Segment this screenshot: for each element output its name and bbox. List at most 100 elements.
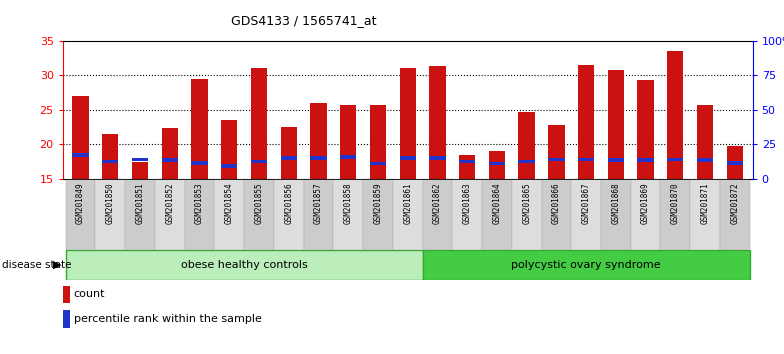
Text: obese healthy controls: obese healthy controls — [181, 259, 307, 270]
Text: GSM201866: GSM201866 — [552, 182, 561, 224]
Bar — [102, 134, 118, 179]
Bar — [578, 158, 594, 161]
Bar — [66, 179, 96, 250]
Bar — [423, 179, 452, 250]
Text: GSM201852: GSM201852 — [165, 182, 174, 224]
Bar — [667, 51, 684, 179]
Bar — [459, 160, 475, 164]
Bar — [281, 127, 297, 179]
Bar — [488, 151, 505, 179]
Text: GSM201854: GSM201854 — [225, 182, 234, 224]
Bar — [303, 179, 333, 250]
Text: disease state: disease state — [2, 259, 71, 270]
Text: GSM201872: GSM201872 — [731, 182, 739, 224]
Bar — [155, 179, 185, 250]
Bar — [459, 155, 475, 179]
Text: GSM201869: GSM201869 — [641, 182, 650, 224]
Text: GSM201867: GSM201867 — [582, 182, 590, 224]
Bar — [578, 65, 594, 179]
Bar — [310, 103, 327, 179]
Bar — [162, 158, 178, 162]
Text: count: count — [74, 289, 105, 299]
Bar — [637, 80, 654, 179]
Bar — [400, 68, 416, 179]
Text: GSM201858: GSM201858 — [343, 182, 353, 224]
Text: GSM201868: GSM201868 — [612, 182, 620, 224]
Bar — [630, 179, 660, 250]
Text: GSM201849: GSM201849 — [76, 182, 85, 224]
Bar — [310, 156, 327, 160]
Bar — [370, 162, 386, 165]
Bar — [244, 179, 274, 250]
Bar — [132, 158, 148, 161]
Text: GSM201853: GSM201853 — [195, 182, 204, 224]
Bar — [281, 156, 297, 160]
Text: GSM201857: GSM201857 — [314, 182, 323, 224]
Bar — [191, 161, 208, 165]
Bar — [548, 125, 564, 179]
Bar — [340, 105, 357, 179]
Bar — [429, 66, 445, 179]
Bar — [340, 155, 357, 159]
Bar — [512, 179, 542, 250]
Text: GSM201850: GSM201850 — [106, 182, 114, 224]
Bar — [63, 310, 71, 328]
Bar — [727, 146, 743, 179]
Bar — [637, 158, 654, 162]
Bar — [667, 158, 684, 161]
Text: ▶: ▶ — [53, 259, 62, 270]
Bar — [542, 179, 572, 250]
Text: GSM201859: GSM201859 — [373, 182, 383, 224]
Bar — [102, 160, 118, 164]
Bar — [251, 68, 267, 179]
Bar — [191, 79, 208, 179]
Text: GSM201870: GSM201870 — [671, 182, 680, 224]
Text: GSM201862: GSM201862 — [433, 182, 442, 224]
Bar — [727, 161, 743, 165]
Bar — [63, 286, 71, 303]
Bar — [72, 96, 89, 179]
Bar — [214, 179, 244, 250]
Bar — [548, 158, 564, 161]
Bar — [132, 161, 148, 179]
Bar — [518, 160, 535, 164]
Bar — [608, 158, 624, 162]
Bar — [96, 179, 125, 250]
Bar — [221, 165, 238, 168]
Bar — [518, 112, 535, 179]
Text: polycystic ovary syndrome: polycystic ovary syndrome — [511, 259, 661, 270]
Bar — [370, 105, 386, 179]
Text: GSM201871: GSM201871 — [701, 182, 710, 224]
Bar — [274, 179, 303, 250]
Bar — [452, 179, 482, 250]
Bar — [697, 105, 713, 179]
Bar — [423, 250, 750, 280]
Bar — [720, 179, 750, 250]
Text: GSM201856: GSM201856 — [285, 182, 293, 224]
Bar — [125, 179, 155, 250]
Bar — [488, 162, 505, 165]
Text: GSM201861: GSM201861 — [403, 182, 412, 224]
Bar — [66, 250, 423, 280]
Bar — [393, 179, 423, 250]
Text: GSM201855: GSM201855 — [255, 182, 263, 224]
Bar — [601, 179, 630, 250]
Bar — [400, 156, 416, 160]
Bar — [162, 129, 178, 179]
Bar — [251, 160, 267, 164]
Bar — [72, 153, 89, 156]
Text: GDS4133 / 1565741_at: GDS4133 / 1565741_at — [231, 14, 377, 27]
Bar — [185, 179, 214, 250]
Bar — [429, 156, 445, 160]
Bar — [482, 179, 512, 250]
Text: GSM201863: GSM201863 — [463, 182, 472, 224]
Text: GSM201864: GSM201864 — [492, 182, 502, 224]
Text: percentile rank within the sample: percentile rank within the sample — [74, 314, 261, 324]
Text: GSM201851: GSM201851 — [136, 182, 144, 224]
Bar — [221, 120, 238, 179]
Text: GSM201865: GSM201865 — [522, 182, 531, 224]
Bar — [363, 179, 393, 250]
Bar — [660, 179, 690, 250]
Bar — [572, 179, 601, 250]
Bar — [333, 179, 363, 250]
